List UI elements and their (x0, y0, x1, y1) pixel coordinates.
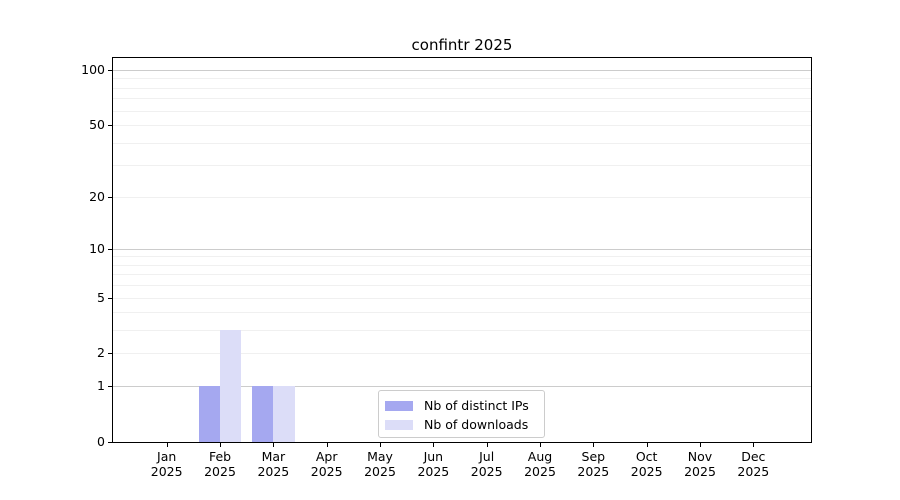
gridline-major (113, 248, 811, 250)
x-tick-month: May (367, 449, 393, 464)
x-tick-label: Oct 2025 (617, 449, 677, 479)
y-tick (108, 297, 113, 299)
x-tick-year: 2025 (577, 464, 610, 479)
x-tick-month: Jun (423, 449, 444, 464)
bar-distinct-ips (198, 386, 221, 442)
x-tick-year: 2025 (417, 464, 450, 479)
x-tick-month: Jul (479, 449, 495, 464)
x-tick-year: 2025 (684, 464, 716, 479)
chart-title: confintr 2025 (411, 36, 513, 54)
x-tick (166, 442, 168, 447)
y-tick-label: 50 (89, 116, 105, 132)
x-tick-month: Sep (581, 449, 606, 464)
bar-downloads (220, 330, 242, 442)
y-tick-label: 2 (97, 345, 105, 361)
gridline-minor (113, 124, 811, 126)
y-tick-label: 20 (89, 188, 105, 204)
y-tick-label: 0 (97, 434, 105, 449)
y-tick (108, 196, 113, 198)
x-tick (753, 442, 755, 447)
x-tick (273, 442, 275, 447)
x-tick-month: Apr (315, 449, 338, 464)
x-tick (540, 442, 541, 447)
gridline-minor (113, 98, 811, 100)
y-tick (108, 353, 113, 355)
gridline-minor (113, 312, 811, 314)
bar-downloads (273, 386, 295, 442)
plot-area (113, 58, 811, 442)
x-tick-month: Jan (157, 449, 177, 464)
x-tick (593, 442, 595, 447)
x-tick-year: 2025 (470, 464, 503, 479)
y-tick-label: 10 (89, 240, 105, 256)
x-tick (646, 442, 648, 447)
x-tick (700, 442, 701, 447)
x-tick-year: 2025 (204, 464, 236, 479)
x-tick-label: Mar 2025 (243, 449, 303, 479)
x-tick-year: 2025 (310, 464, 343, 479)
x-tick-year: 2025 (257, 464, 290, 479)
x-tick-year: 2025 (630, 464, 663, 479)
legend-row: Nb of distinct IPs (379, 396, 544, 415)
legend: Nb of distinct IPs Nb of downloads (378, 390, 545, 438)
x-tick-month: Oct (635, 449, 658, 464)
gridline-major (113, 69, 811, 71)
y-tick (108, 248, 113, 250)
x-tick-year: 2025 (737, 464, 770, 479)
legend-swatch (385, 400, 413, 411)
x-tick (220, 442, 222, 447)
y-tick (108, 69, 113, 71)
gridline-minor (113, 78, 811, 80)
x-tick-label: Apr 2025 (297, 449, 357, 479)
x-tick-label: Dec 2025 (723, 449, 783, 479)
x-tick-year: 2025 (524, 464, 556, 479)
x-tick-label: Sep 2025 (563, 449, 623, 479)
x-tick-label: Feb 2025 (190, 449, 250, 479)
y-tick (108, 386, 113, 388)
gridline-minor (113, 110, 811, 112)
gridline-minor (113, 87, 811, 89)
x-tick-label: Jul 2025 (457, 449, 517, 479)
y-tick (108, 442, 113, 443)
gridline-minor (113, 264, 811, 266)
x-tick (326, 442, 328, 447)
gridline-minor (113, 353, 811, 355)
gridline-minor (113, 297, 811, 299)
x-tick-label: May 2025 (350, 449, 410, 479)
y-tick (108, 124, 113, 126)
gridline-minor (113, 165, 811, 167)
gridline-minor (113, 285, 811, 287)
gridline-minor (113, 330, 811, 332)
x-tick-label: Nov 2025 (670, 449, 730, 479)
y-tick-label: 1 (97, 378, 105, 394)
legend-label: Nb of distinct IPs (424, 398, 529, 413)
x-tick-label: Jun 2025 (403, 449, 463, 479)
legend-label: Nb of downloads (424, 417, 529, 432)
y-tick-label: 5 (97, 289, 105, 305)
gridline-minor (113, 256, 811, 258)
x-tick-label: Aug 2025 (510, 449, 570, 479)
x-tick-month: Aug (527, 449, 553, 464)
gridline-minor (113, 274, 811, 276)
gridline-major (113, 386, 811, 388)
legend-row: Nb of downloads (379, 415, 544, 434)
x-tick-month: Nov (687, 449, 713, 464)
x-tick (380, 442, 382, 447)
x-tick-year: 2025 (150, 464, 183, 479)
x-tick (433, 442, 435, 447)
x-tick-month: Dec (741, 449, 766, 464)
x-tick-year: 2025 (364, 464, 396, 479)
y-tick-label: 100 (81, 61, 105, 77)
legend-swatch (385, 419, 413, 430)
x-tick-label: Jan 2025 (137, 449, 197, 479)
gridline-minor (113, 142, 811, 144)
bar-distinct-ips (252, 386, 274, 442)
x-tick-month: Feb (208, 449, 232, 464)
x-tick (486, 442, 488, 447)
x-tick-month: Mar (261, 449, 286, 464)
gridline-minor (113, 196, 811, 198)
